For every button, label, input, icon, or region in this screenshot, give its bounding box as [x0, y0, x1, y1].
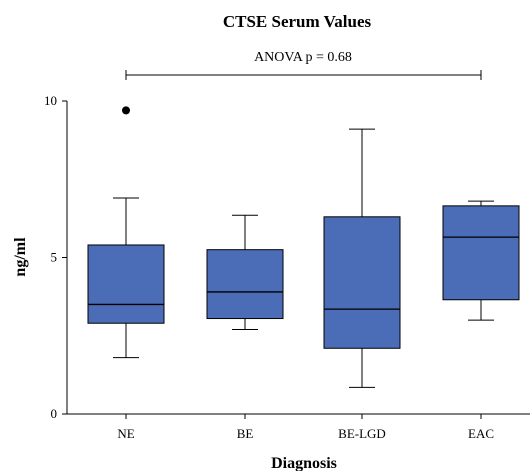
outlier-point	[122, 106, 130, 115]
chart-title: CTSE Serum Values	[223, 12, 372, 31]
y-axis-ticks: 0 5 10	[44, 93, 67, 421]
box-series	[87, 106, 520, 388]
x-tick-label: NE	[117, 426, 134, 441]
anova-annotation: ANOVA p = 0.68	[254, 50, 352, 65]
y-tick-label: 5	[51, 250, 58, 265]
box-iqr	[206, 249, 284, 320]
x-tick-label: BE-LGD	[338, 426, 386, 441]
box-iqr	[87, 244, 165, 324]
x-axis-label: Diagnosis	[271, 455, 337, 471]
anova-bracket	[125, 70, 482, 80]
y-tick-label: 0	[51, 406, 58, 421]
y-tick-label: 10	[44, 93, 57, 108]
x-tick-label: BE	[237, 426, 254, 441]
x-tick-label: EAC	[468, 426, 494, 441]
box-iqr	[442, 205, 520, 301]
y-axis-label: ng/ml	[12, 237, 29, 277]
x-axis-ticks: NE BE BE-LGD EAC	[117, 414, 494, 441]
box-iqr	[323, 216, 401, 349]
